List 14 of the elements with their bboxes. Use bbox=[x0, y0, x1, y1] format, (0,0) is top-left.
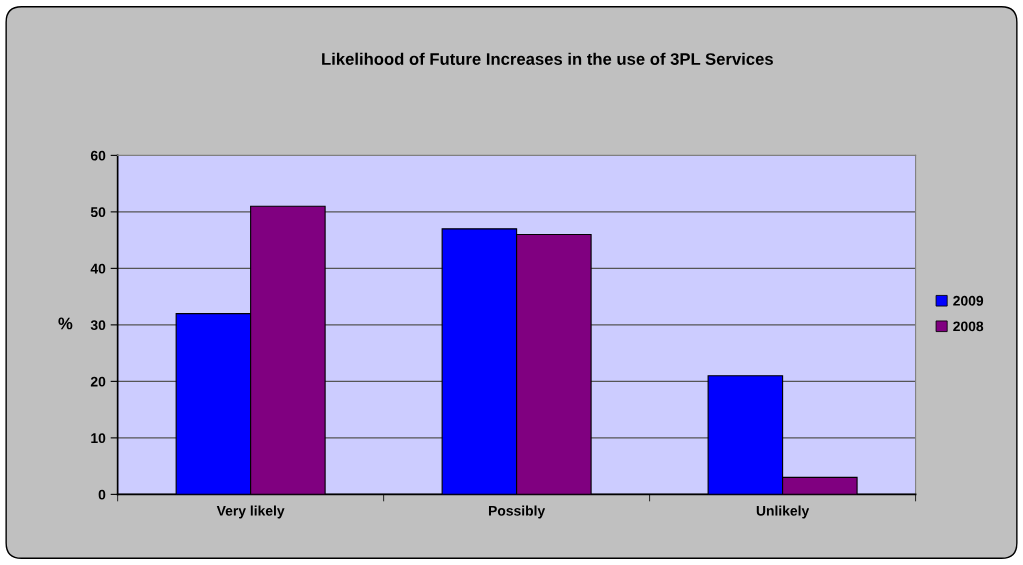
x-tick-label: Very likely bbox=[216, 505, 285, 519]
y-tick-label: 50 bbox=[90, 207, 106, 218]
x-tick-label: Possibly bbox=[488, 505, 546, 519]
chart-title: Likelihood of Future Increases in the use of 3PL Services bbox=[322, 52, 773, 65]
y-tick-label: 20 bbox=[90, 376, 106, 387]
legend-label: 2009 bbox=[953, 295, 984, 306]
y-tick-label: 40 bbox=[90, 263, 106, 274]
legend-label: 2008 bbox=[953, 321, 984, 332]
y-axis-title: % bbox=[58, 317, 73, 330]
y-tick-label: 60 bbox=[90, 150, 106, 161]
x-tick-label: Unlikely bbox=[756, 505, 810, 519]
y-tick-label: 0 bbox=[98, 489, 106, 500]
y-tick-label: 30 bbox=[90, 320, 106, 331]
y-tick-label: 10 bbox=[91, 433, 106, 444]
